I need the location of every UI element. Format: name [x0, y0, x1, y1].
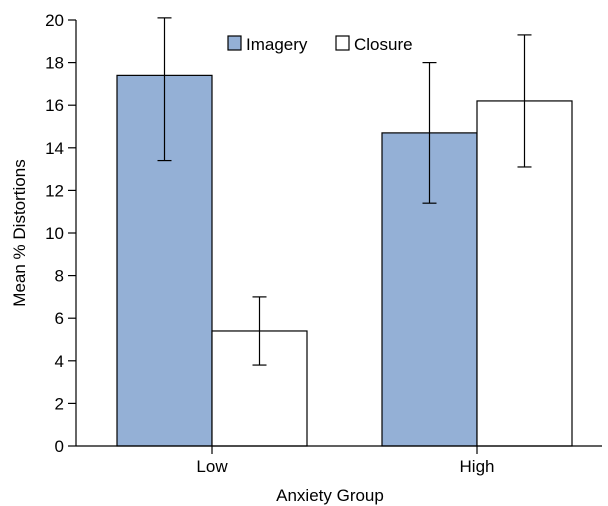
x-tick-label: Low	[196, 457, 228, 476]
legend-swatch-closure	[335, 35, 350, 51]
x-axis-title: Anxiety Group	[276, 486, 384, 505]
y-tick-label: 2	[55, 394, 64, 413]
y-tick-label: 0	[55, 437, 64, 456]
y-tick-label: 8	[55, 267, 64, 286]
y-ticks-group: 0 2 4 6 8 10 12 14 16 18 20	[45, 11, 76, 456]
y-tick-label: 18	[45, 54, 64, 73]
x-ticks-group: Low High	[196, 446, 494, 476]
legend-background	[220, 30, 434, 58]
y-tick-label: 16	[45, 96, 64, 115]
y-tick-label: 4	[55, 352, 64, 371]
legend-swatch-imagery	[227, 35, 242, 51]
x-tick-label: High	[460, 457, 495, 476]
y-axis-title: Mean % Distortions	[10, 159, 29, 306]
legend-label-closure: Closure	[354, 35, 413, 54]
y-tick-label: 12	[45, 181, 64, 200]
y-tick-label: 10	[45, 224, 64, 243]
error-bars-group	[157, 17, 532, 366]
y-tick-label: 14	[45, 139, 64, 158]
y-tick-label: 6	[55, 309, 64, 328]
legend: Imagery Closure	[220, 30, 434, 58]
bars-group	[116, 74, 573, 447]
y-tick-label: 20	[45, 11, 64, 30]
legend-label-imagery: Imagery	[246, 35, 308, 54]
